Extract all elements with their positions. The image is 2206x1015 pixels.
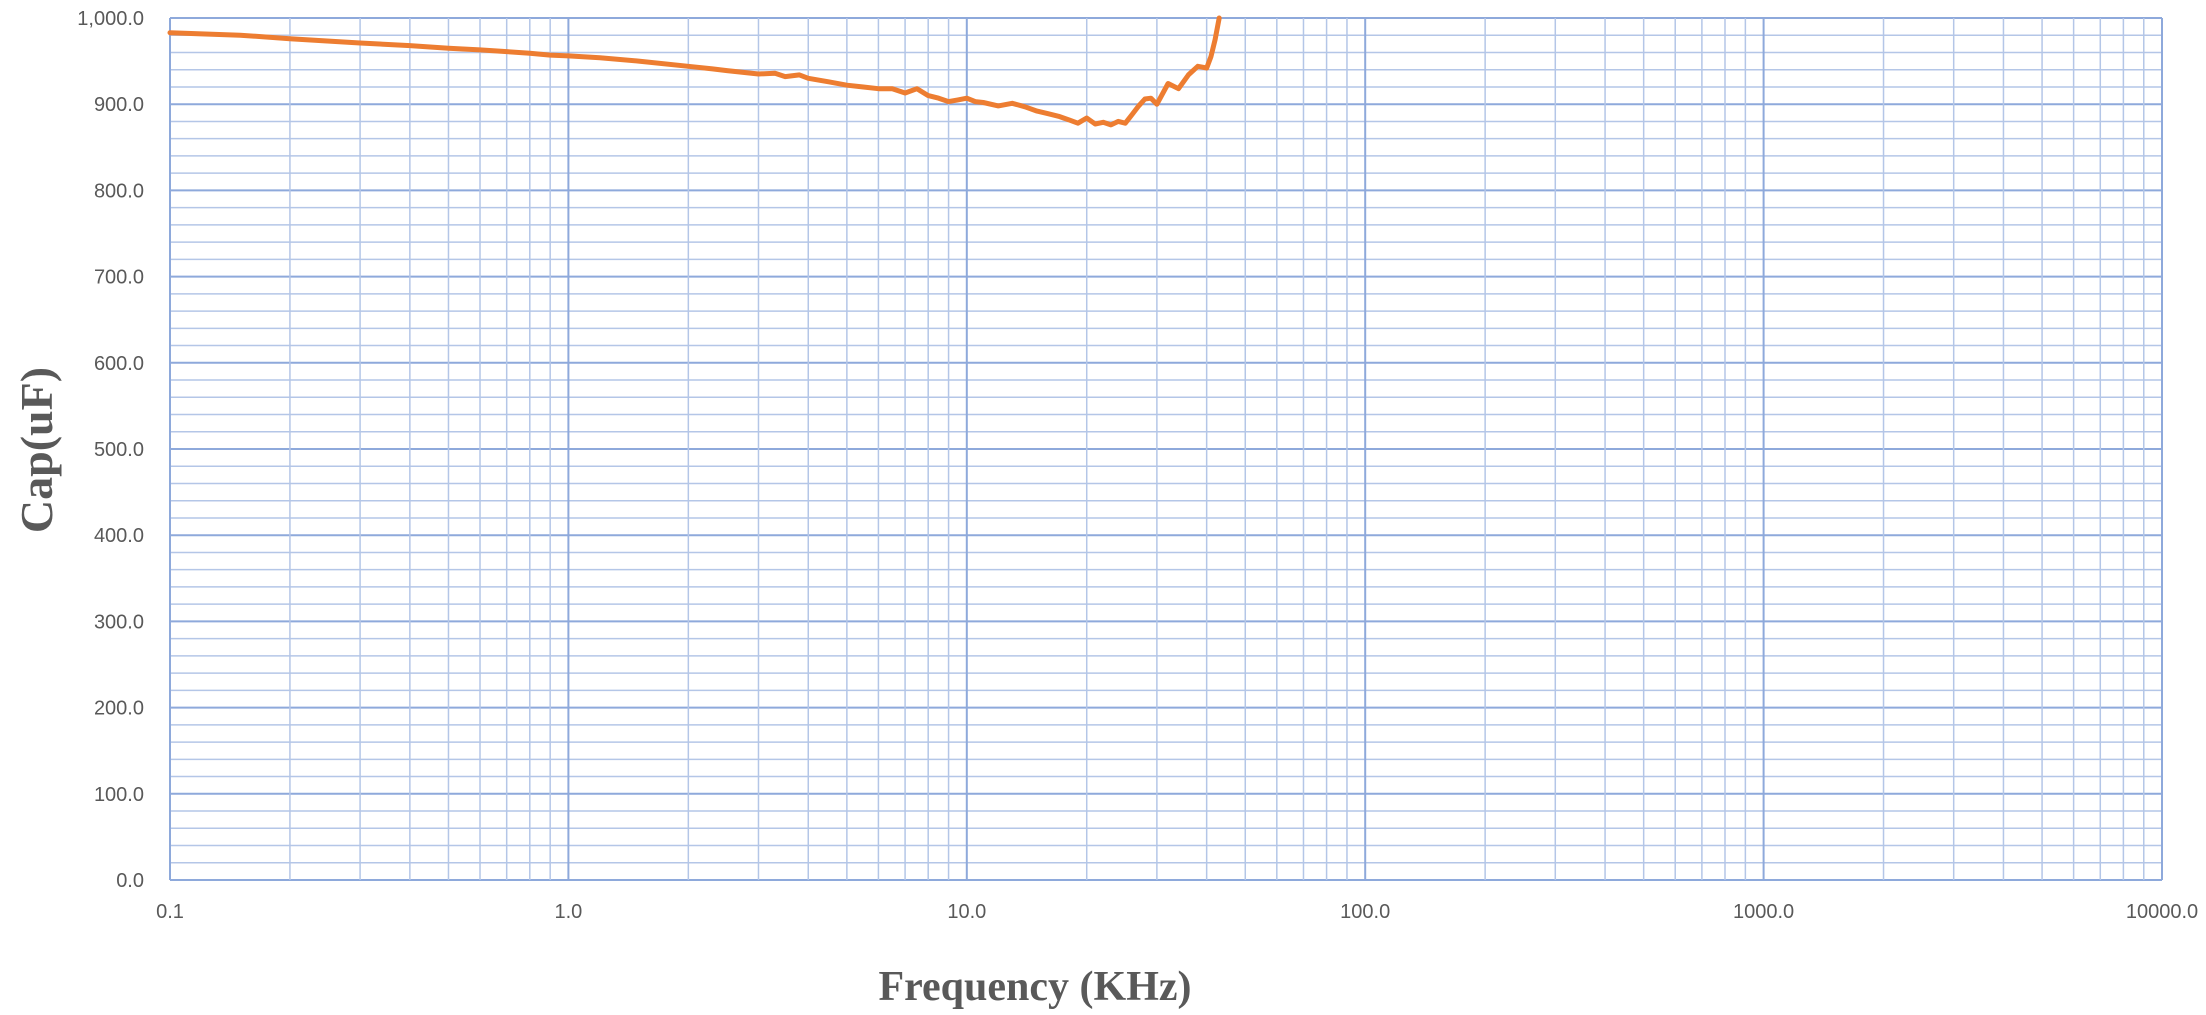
y-tick-label: 300.0 [94, 611, 144, 633]
x-tick-label: 100.0 [1340, 901, 1390, 923]
y-axis-title: Cap(uF) [11, 367, 62, 533]
x-tick-label: 10000.0 [2126, 901, 2198, 923]
y-tick-label: 600.0 [94, 353, 144, 375]
tick-labels: 0.0 100.0 200.0 300.0 400.0 500.0 600.0 700.0 80… [77, 8, 2198, 923]
x-axis-title: Frequency (KHz) [879, 964, 1192, 1010]
y-tick-label: 700.0 [94, 267, 144, 289]
y-tick-label: 500.0 [94, 439, 144, 461]
grid [169, 17, 2163, 881]
x-tick-label: 0.1 [156, 901, 184, 923]
x-tick-label: 1000.0 [1733, 901, 1794, 923]
y-tick-label: 200.0 [94, 698, 144, 720]
series-line [167, 15, 1222, 128]
y-tick-label: 900.0 [94, 94, 144, 116]
x-tick-label: 1.0 [554, 901, 582, 923]
y-tick-label: 100.0 [94, 784, 144, 806]
y-tick-label: 800.0 [94, 180, 144, 202]
x-tick-label: 10.0 [947, 901, 986, 923]
y-tick-label: 1,000.0 [77, 8, 144, 30]
y-tick-label: 400.0 [94, 525, 144, 547]
series [167, 15, 1222, 128]
y-tick-label: 0.0 [116, 870, 144, 892]
